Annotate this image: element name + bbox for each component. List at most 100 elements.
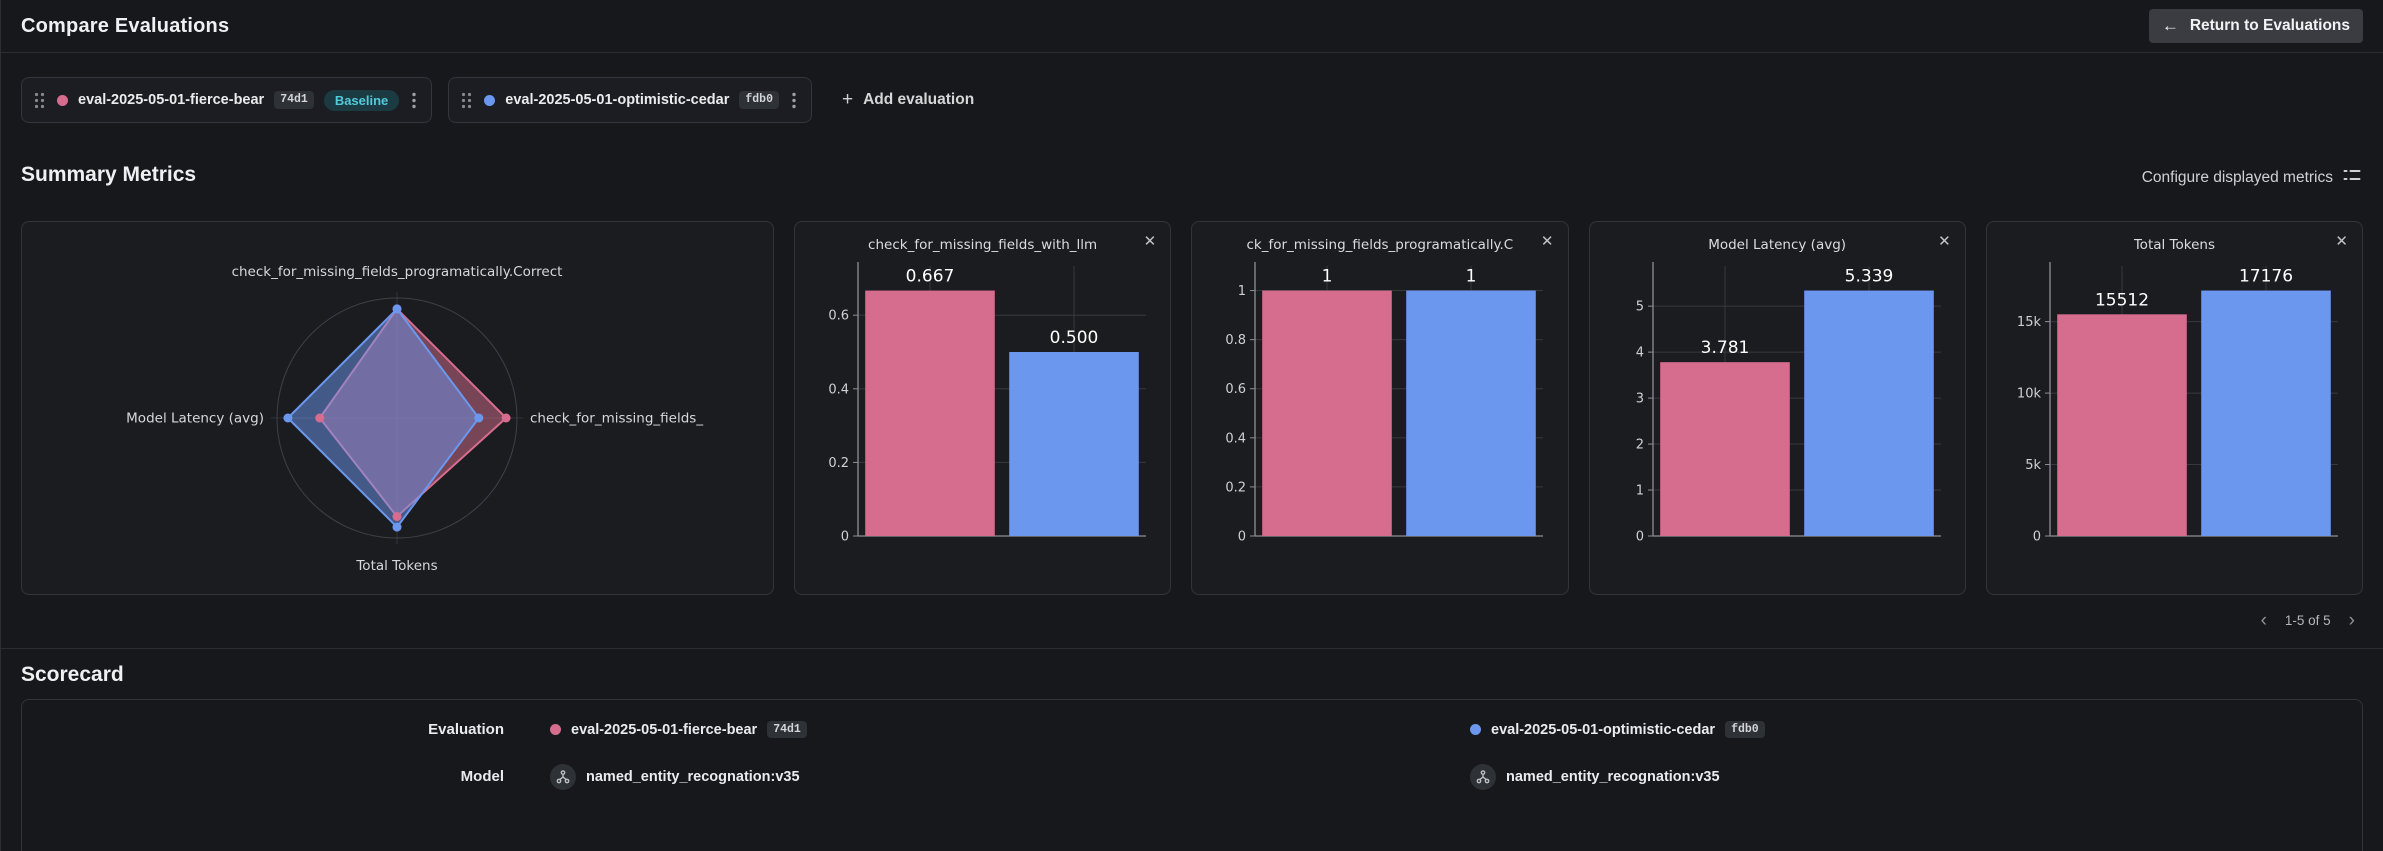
svg-text:15k: 15k — [2017, 315, 2042, 330]
scorecard-header: Scorecard — [1, 649, 2383, 699]
model-icon — [1470, 763, 1496, 790]
chart-title: Total Tokens — [2133, 237, 2215, 253]
svg-text:0.2: 0.2 — [1226, 480, 1247, 495]
svg-text:check_for_missing_fields_: check_for_missing_fields_ — [530, 411, 703, 427]
summary-metrics-title: Summary Metrics — [21, 163, 197, 186]
svg-text:1: 1 — [1635, 484, 1643, 499]
metrics-list-icon — [2343, 168, 2361, 187]
svg-text:15512: 15512 — [2095, 290, 2149, 310]
svg-text:0.500: 0.500 — [1050, 328, 1099, 348]
scorecard-row-label: Evaluation — [428, 721, 504, 738]
svg-text:1: 1 — [1238, 284, 1246, 299]
drag-handle-icon[interactable] — [32, 90, 47, 111]
svg-text:0.8: 0.8 — [1226, 333, 1247, 348]
svg-text:4: 4 — [1635, 346, 1643, 361]
evaluation-color-dot — [57, 94, 68, 106]
model-icon — [550, 763, 576, 790]
chevron-right-icon[interactable]: › — [2348, 610, 2355, 631]
metrics-radar-chart: check_for_missing_fields_programatically… — [126, 264, 703, 574]
page-title: Compare Evaluations — [21, 14, 230, 37]
scorecard-title: Scorecard — [21, 663, 124, 686]
chart-title: Model Latency (avg) — [1708, 237, 1847, 253]
return-to-evaluations-button[interactable]: ← Return to Evaluations — [2148, 9, 2363, 43]
evaluation-pill-baseline[interactable]: eval-2025-05-01-fierce-bear 74d1 Baselin… — [21, 77, 433, 123]
summary-metrics-charts: check_for_missing_fields_programatically… — [1, 221, 2383, 595]
scorecard-row-label: Model — [460, 768, 504, 785]
scorecard-row-evaluation: Evaluation eval-2025-05-01-fierce-bear 7… — [22, 706, 2362, 753]
svg-text:0.6: 0.6 — [1226, 382, 1247, 397]
svg-text:5: 5 — [1635, 300, 1643, 315]
svg-text:Model Latency (avg): Model Latency (avg) — [126, 411, 264, 427]
bar-chart-card-check-for-missing-fields-programatically: ✕ ck_for_missing_fields_programatically.… — [1191, 221, 1569, 595]
model-name: named_entity_recognation:v35 — [1506, 768, 1720, 785]
scorecard-panel: Evaluation eval-2025-05-01-fierce-bear 7… — [21, 699, 2363, 851]
close-icon[interactable]: ✕ — [2332, 231, 2351, 252]
svg-text:0.6: 0.6 — [828, 309, 849, 324]
bar-chart: 0 0.2 0.4 0.6 0.8 1 1 1 — [1226, 262, 1544, 545]
return-button-label: Return to Evaluations — [2189, 17, 2350, 34]
evaluation-ref[interactable]: eval-2025-05-01-fierce-bear 74d1 — [522, 720, 1442, 739]
evaluation-hash-badge: fdb0 — [1725, 720, 1765, 739]
svg-text:3: 3 — [1635, 392, 1643, 407]
configure-metrics-label: Configure displayed metrics — [2141, 168, 2333, 186]
bar-chart: 0 1 2 3 4 5 3.781 5.339 — [1635, 262, 1941, 545]
svg-text:0: 0 — [2033, 530, 2041, 545]
model-name: named_entity_recognation:v35 — [586, 768, 800, 785]
bar-chart: 0 5k 10k 15k 15512 17176 — [2017, 262, 2338, 545]
svg-text:0: 0 — [1238, 530, 1246, 545]
svg-text:Total Tokens: Total Tokens — [355, 558, 437, 574]
bar-chart-card-model-latency: ✕ Model Latency (avg) 0 1 2 3 4 5 3.781 5.339 — [1588, 221, 1966, 595]
bar-chart-card-check-for-missing-fields-with-llm: ✕ check_for_missing_fields_with_llm 0 0.2… — [794, 221, 1172, 595]
svg-text:1: 1 — [1322, 267, 1333, 287]
evaluation-color-dot — [550, 724, 561, 735]
svg-text:0.4: 0.4 — [828, 382, 849, 397]
baseline-badge: Baseline — [323, 89, 400, 111]
evaluation-color-dot — [1470, 724, 1481, 735]
evaluation-hash-badge: 74d1 — [767, 720, 807, 739]
configure-displayed-metrics-button[interactable]: Configure displayed metrics — [2142, 168, 2361, 187]
evaluation-color-dot — [484, 94, 496, 106]
chart-title: ck_for_missing_fields_programatically.C — [1246, 237, 1514, 253]
svg-text:0.667: 0.667 — [906, 267, 955, 287]
section-divider — [1, 648, 2383, 649]
summary-metrics-header: Summary Metrics Configure displayed metr… — [1, 123, 2383, 221]
model-ref[interactable]: named_entity_recognation:v35 — [522, 763, 1442, 790]
close-icon[interactable]: ✕ — [1538, 231, 1557, 252]
svg-text:5.339: 5.339 — [1844, 267, 1893, 287]
pagination-range: 1-5 of 5 — [2284, 613, 2331, 628]
evaluation-hash-badge: 74d1 — [274, 91, 314, 109]
evaluation-name: eval-2025-05-01-fierce-bear — [571, 721, 758, 738]
chart-title: check_for_missing_fields_with_llm — [868, 237, 1098, 253]
evaluation-name: eval-2025-05-01-fierce-bear — [78, 92, 265, 108]
svg-text:10k: 10k — [2017, 387, 2042, 402]
svg-text:1: 1 — [1466, 267, 1477, 287]
bar-chart-card-total-tokens: ✕ Total Tokens 0 5k 10k 15k 15512 17176 — [1985, 221, 2363, 595]
drag-handle-icon[interactable] — [459, 90, 474, 111]
svg-text:0.2: 0.2 — [828, 456, 849, 471]
add-evaluation-button[interactable]: + Add evaluation — [828, 89, 988, 111]
chevron-left-icon[interactable]: ‹ — [2260, 610, 2267, 631]
evaluation-ref[interactable]: eval-2025-05-01-optimistic-cedar fdb0 — [1442, 720, 2362, 739]
back-arrow-icon: ← — [2161, 16, 2179, 35]
scorecard-row-model: Model named_entity_recognation:v35 — [22, 753, 2362, 800]
close-icon[interactable]: ✕ — [1141, 231, 1160, 252]
add-evaluation-label: Add evaluation — [863, 91, 975, 108]
svg-text:2: 2 — [1635, 438, 1643, 453]
bar-chart: 0 0.2 0.4 0.6 0.667 0.500 — [828, 262, 1147, 545]
evaluation-hash-badge: fdb0 — [739, 91, 779, 109]
svg-text:0.4: 0.4 — [1226, 431, 1247, 446]
close-icon[interactable]: ✕ — [1935, 231, 1954, 252]
charts-pagination: ‹ 1-5 of 5 › — [1, 595, 2383, 630]
evaluation-pills-row: eval-2025-05-01-fierce-bear 74d1 Baselin… — [1, 53, 2383, 123]
evaluation-pill-compare[interactable]: eval-2025-05-01-optimistic-cedar fdb0 — [448, 77, 812, 123]
svg-text:0: 0 — [841, 530, 849, 545]
svg-text:0: 0 — [1635, 530, 1643, 545]
svg-text:5k: 5k — [2025, 458, 2041, 473]
evaluation-menu-button[interactable] — [409, 90, 419, 111]
model-ref[interactable]: named_entity_recognation:v35 — [1442, 763, 2362, 790]
plus-icon: + — [841, 89, 854, 110]
svg-text:3.781: 3.781 — [1700, 338, 1749, 358]
evaluation-menu-button[interactable] — [789, 90, 799, 111]
radar-chart-card: check_for_missing_fields_programatically… — [21, 221, 774, 595]
